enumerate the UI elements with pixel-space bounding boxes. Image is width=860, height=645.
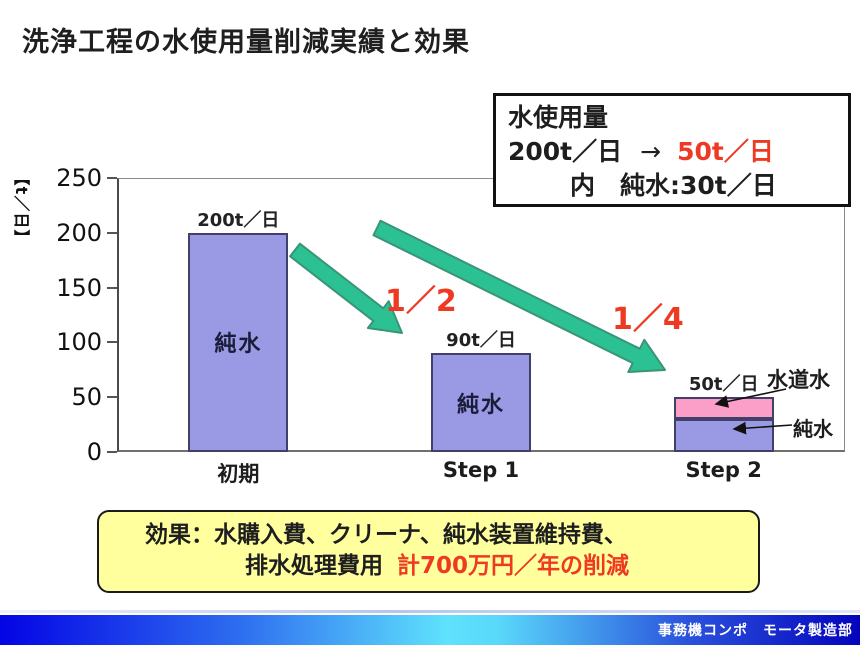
y-tick-label: 150 [56, 273, 102, 302]
footer-department-label: 事務機コンポ モータ製造部 [658, 623, 853, 639]
bar-pure-water-segment: 純水 [431, 353, 531, 452]
callout-label-pure-water: 純水 [793, 417, 833, 441]
effect-line-2-prefix: 排水処理費用 [245, 553, 383, 579]
bar-total-label: 200t／日 [197, 209, 280, 231]
footer-divider-line [0, 610, 860, 613]
y-tick-label: 0 [86, 438, 102, 466]
x-category-label: 初期 [217, 462, 260, 486]
y-tick-mark [107, 396, 117, 399]
effect-line-1: 効果：水購入費、クリーナ、純水装置維持費、 [145, 522, 627, 548]
effect-line-2-highlight: 計700万円／年の削減 [397, 553, 630, 579]
bar-pure-water-segment: 純水 [188, 232, 289, 452]
footer-band: 事務機コンポ モータ製造部 [0, 615, 860, 645]
y-tick-label: 100 [56, 328, 102, 357]
water-usage-summary-box: 水使用量 200t／日 → 50t／日 内 純水:30t／日 [493, 93, 851, 207]
y-tick-label: 200 [56, 218, 102, 247]
x-category-label: Step 2 [685, 458, 762, 482]
bar-total-label: 90t／日 [446, 330, 516, 352]
y-tick-label: 250 [56, 164, 102, 192]
slide-title: 洗浄工程の水使用量削減実績と効果 [22, 27, 470, 58]
x-category-label: Step 1 [442, 458, 520, 482]
y-tick-mark [107, 341, 117, 344]
y-tick-label: 50 [71, 383, 102, 412]
summary-to-value: 50t／日 [677, 137, 774, 166]
bar-series-label: 純水 [214, 332, 263, 358]
y-tick-mark [107, 231, 117, 234]
summary-change-row: 200t／日 → 50t／日 [508, 135, 836, 169]
reduction-label-quarter: 1／4 [612, 302, 684, 337]
summary-detail: 内 純水:30t／日 [570, 171, 777, 200]
y-tick-mark [107, 451, 117, 453]
effect-box: 効果：水購入費、クリーナ、純水装置維持費、 排水処理費用 計700万円／年の削減 [97, 510, 760, 593]
right-arrow-icon: → [640, 137, 662, 166]
bar-tap-water-segment [673, 397, 774, 420]
y-tick-mark [107, 286, 117, 289]
summary-from-value: 200t／日 [508, 137, 623, 166]
reduction-label-half: 1／2 [385, 284, 457, 319]
bar-series-label: 純水 [456, 392, 505, 418]
callout-label-tap-water: 水道水 [767, 368, 830, 392]
summary-title: 水使用量 [508, 103, 609, 132]
y-tick-mark [107, 177, 117, 179]
bar-pure-water-segment [673, 419, 774, 452]
effect-line-2: 排水処理費用 計700万円／年の削減 [245, 551, 758, 582]
